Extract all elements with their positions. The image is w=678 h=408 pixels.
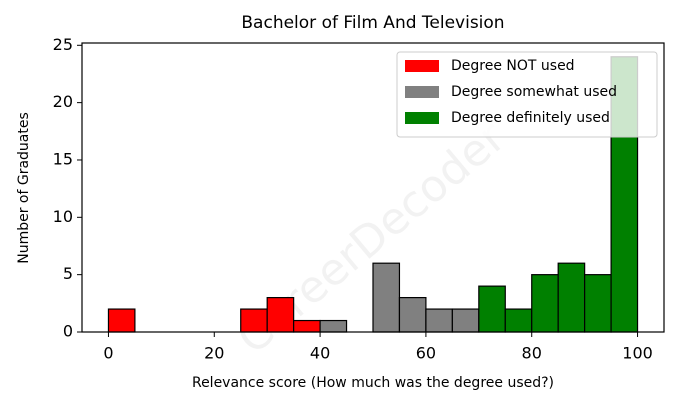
y-axis-label: Number of Graduates [16, 112, 32, 264]
y-tick-label: 25 [53, 35, 73, 54]
legend-label: Degree definitely used [451, 110, 610, 126]
bar [584, 274, 612, 333]
bar [372, 262, 401, 333]
x-tick-label: 20 [204, 344, 224, 363]
legend-swatch [405, 86, 439, 98]
y-tick-label: 20 [53, 92, 73, 111]
y-tick-label: 0 [63, 322, 73, 341]
bar [557, 262, 586, 333]
bar [319, 319, 348, 333]
legend-box [396, 51, 658, 138]
bar [398, 296, 427, 333]
bar [451, 308, 480, 333]
y-tick-label: 5 [63, 264, 73, 283]
bar [504, 308, 533, 333]
bar [478, 285, 506, 333]
bar [107, 308, 136, 333]
bar [531, 274, 559, 333]
plot-frame [81, 42, 665, 333]
legend-label: Degree NOT used [451, 58, 575, 74]
bar [240, 308, 268, 333]
y-tick-label: 10 [53, 207, 73, 226]
x-tick-label: 80 [522, 344, 542, 363]
bar [266, 296, 295, 333]
x-axis-label: Relevance score (How much was the degree… [192, 375, 554, 391]
x-tick-label: 0 [103, 344, 113, 363]
legend-swatch [405, 60, 439, 72]
legend-swatch [405, 112, 439, 124]
chart-title: Bachelor of Film And Television [241, 13, 504, 33]
x-tick-label: 60 [416, 344, 436, 363]
x-tick-label: 100 [622, 344, 653, 363]
legend-label: Degree somewhat used [451, 84, 617, 100]
y-tick-label: 15 [53, 149, 73, 168]
bar [293, 319, 321, 333]
x-tick-label: 40 [310, 344, 330, 363]
bar [425, 308, 453, 333]
